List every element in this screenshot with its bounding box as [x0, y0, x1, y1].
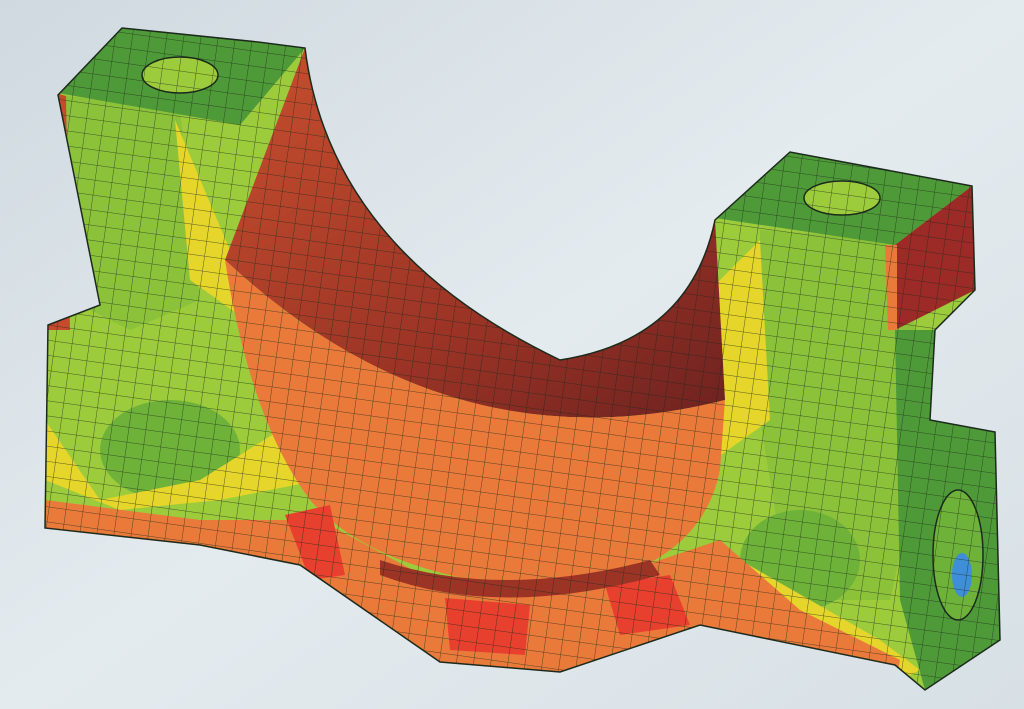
- fea-mesh-illustration: [0, 0, 1024, 709]
